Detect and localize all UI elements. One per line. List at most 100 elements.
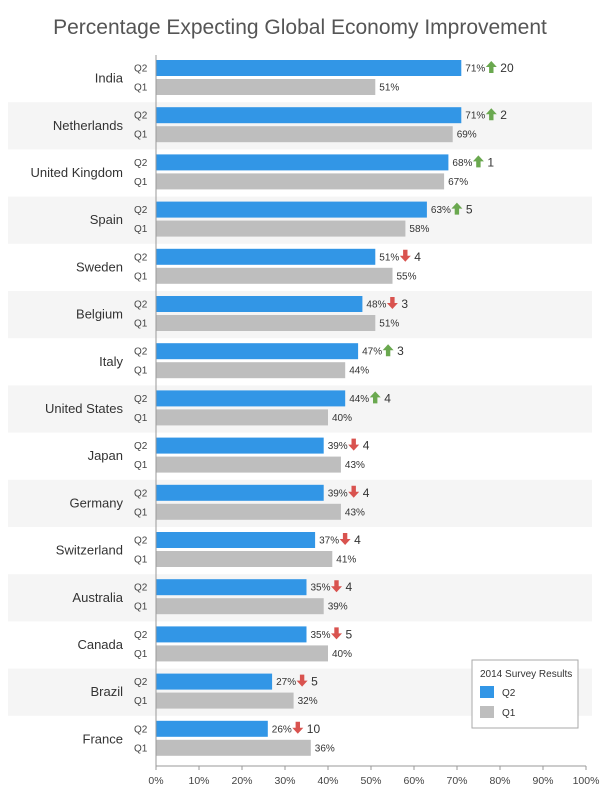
- data-label-q2: 27%: [276, 677, 296, 688]
- series-row-label: Q2: [134, 347, 148, 358]
- change-label: 3: [401, 297, 408, 311]
- category-label: Japan: [88, 448, 123, 463]
- data-label-q2: 35%: [311, 583, 331, 594]
- bar-q2: [156, 154, 449, 171]
- change-label: 5: [466, 203, 473, 217]
- arrow-up-icon: [369, 391, 381, 404]
- chart-title: Percentage Expecting Global Economy Impr…: [53, 16, 547, 39]
- data-label-q2: 44%: [349, 394, 369, 405]
- arrow-down-icon: [348, 485, 360, 498]
- data-label-q2: 26%: [272, 724, 292, 735]
- category-label: France: [83, 731, 123, 746]
- series-row-label: Q1: [134, 696, 148, 707]
- category-label: Switzerland: [56, 543, 123, 558]
- x-tick-label: 60%: [403, 775, 424, 787]
- series-row-label: Q2: [134, 158, 148, 169]
- bar-q1: [156, 456, 341, 473]
- data-label-q2: 63%: [431, 205, 451, 216]
- x-tick-label: 30%: [274, 775, 295, 787]
- data-label-q2: 71%: [465, 64, 485, 75]
- arrow-up-icon: [472, 155, 484, 168]
- data-label-q1: 40%: [332, 649, 352, 660]
- data-label-q2: 39%: [328, 441, 348, 452]
- change-label: 2: [500, 108, 507, 122]
- category-label: United Kingdom: [31, 165, 124, 180]
- bar-q1: [156, 409, 328, 426]
- x-tick-label: 40%: [317, 775, 338, 787]
- bar-q2: [156, 390, 346, 407]
- series-row-label: Q1: [134, 224, 148, 235]
- data-label-q1: 32%: [298, 696, 318, 707]
- data-label-q2: 48%: [366, 300, 386, 311]
- data-label-q1: 43%: [345, 460, 365, 471]
- arrow-down-icon: [339, 533, 351, 545]
- category-label: Belgium: [76, 307, 123, 322]
- data-label-q2: 35%: [311, 630, 331, 641]
- arrow-up-icon: [485, 61, 497, 73]
- change-label: 4: [346, 580, 353, 594]
- change-label: 20: [500, 61, 514, 75]
- data-label-q2: 39%: [328, 488, 348, 499]
- bar-q1: [156, 126, 453, 143]
- legend-swatch-q1: [480, 706, 494, 718]
- series-row-label: Q1: [134, 413, 148, 424]
- change-label: 1: [487, 155, 494, 169]
- x-tick-label: 0%: [148, 775, 163, 787]
- series-row-label: Q2: [134, 488, 148, 499]
- arrow-down-icon: [296, 674, 308, 687]
- data-label-q1: 58%: [409, 224, 429, 235]
- arrow-down-icon: [292, 721, 304, 734]
- series-row-label: Q1: [134, 555, 148, 566]
- legend-entry-q2: Q2: [502, 688, 516, 699]
- data-label-q1: 67%: [448, 177, 468, 188]
- x-tick-label: 20%: [231, 775, 252, 787]
- x-axis: 0% 10% 20% 30% 40% 50% 60% 70% 80% 90% 100%: [148, 55, 599, 787]
- data-label-q2: 47%: [362, 347, 382, 358]
- series-row-label: Q2: [134, 64, 148, 75]
- data-label-q1: 40%: [332, 413, 352, 424]
- series-row-label: Q2: [134, 252, 148, 263]
- change-label: 5: [311, 675, 318, 689]
- data-label-q1: 41%: [336, 555, 356, 566]
- series-row-label: Q1: [134, 602, 148, 613]
- bar-q1: [156, 645, 328, 662]
- category-label: Netherlands: [53, 118, 124, 133]
- data-label-q2: 68%: [452, 158, 472, 169]
- bar-q1: [156, 173, 445, 190]
- bar-q2: [156, 673, 273, 690]
- series-row-label: Q1: [134, 177, 148, 188]
- category-label: Italy: [99, 354, 123, 369]
- series-row-label: Q1: [134, 130, 148, 141]
- data-label-q1: 55%: [397, 271, 417, 282]
- bar-q2: [156, 248, 376, 265]
- bar-q1: [156, 503, 341, 520]
- data-label-q2: 51%: [379, 252, 399, 263]
- bar-q1: [156, 315, 376, 331]
- bar-q2: [156, 532, 316, 548]
- data-label-q1: 69%: [457, 130, 477, 141]
- bar-q2: [156, 484, 324, 501]
- bar-q2: [156, 296, 363, 312]
- series-row-label: Q2: [134, 724, 148, 735]
- series-row-label: Q2: [134, 394, 148, 405]
- change-label: 4: [414, 250, 421, 264]
- x-tick-label: 90%: [532, 775, 553, 787]
- series-row-label: Q1: [134, 366, 148, 377]
- data-label-q2: 37%: [319, 536, 339, 547]
- arrow-down-icon: [331, 580, 342, 593]
- bar-q1: [156, 220, 406, 237]
- series-row-label: Q1: [134, 743, 148, 754]
- bar-q2: [156, 343, 359, 360]
- data-label-q1: 44%: [349, 366, 369, 377]
- change-label: 3: [397, 344, 404, 358]
- data-label-q1: 39%: [328, 602, 348, 613]
- x-tick-label: 100%: [573, 775, 600, 787]
- category-label: Spain: [90, 212, 123, 227]
- arrow-up-icon: [485, 108, 497, 121]
- arrow-down-icon: [331, 627, 342, 640]
- category-label: India: [95, 71, 124, 86]
- series-row-label: Q1: [134, 460, 148, 471]
- legend: 2014 Survey Results Q2 Q1: [471, 659, 579, 729]
- bar-q1: [156, 267, 393, 284]
- arrow-up-icon: [382, 344, 394, 357]
